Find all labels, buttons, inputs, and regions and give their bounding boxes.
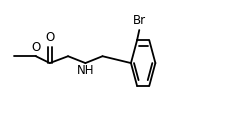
Text: O: O [31,41,40,54]
Text: Br: Br [133,14,146,27]
Text: NH: NH [77,64,94,77]
Text: O: O [45,31,54,44]
